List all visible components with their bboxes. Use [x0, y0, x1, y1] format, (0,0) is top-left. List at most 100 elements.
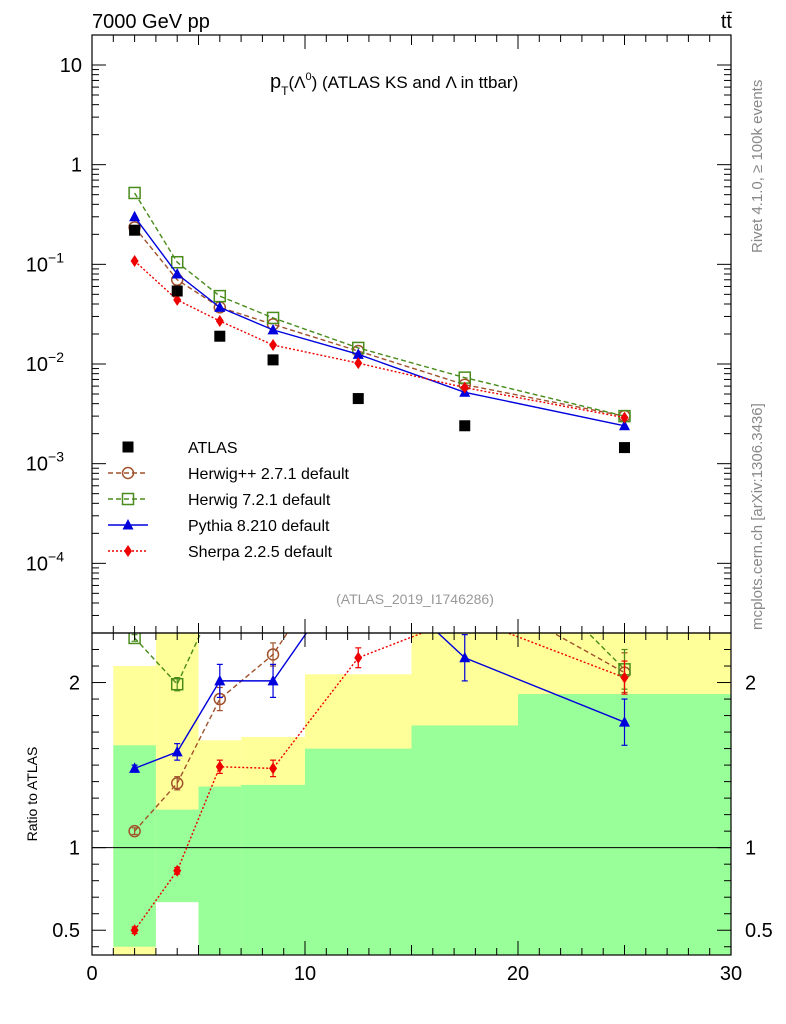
ratio-data-point	[171, 745, 183, 757]
ratio-y-tick-label-right: 1	[745, 838, 756, 860]
legend-marker	[121, 492, 135, 506]
legend-label: Pythia 8.210 default	[188, 518, 330, 535]
ratio-x-tick-label: 0	[86, 963, 97, 985]
main-data-point	[171, 267, 183, 279]
main-y-tick-base: 10	[26, 354, 48, 376]
ratio-data-point	[128, 633, 141, 645]
atlas-data-point	[352, 393, 364, 405]
band-gap	[155, 902, 199, 955]
ratio-data-point	[459, 578, 470, 589]
main-y-tick-base: 10	[26, 553, 48, 575]
main-series-group	[128, 186, 631, 454]
green-band-bin	[198, 786, 242, 955]
ratio-y-tick-label-right: 0.5	[745, 920, 773, 942]
title-subscript: T	[281, 84, 289, 98]
main-series-line	[134, 216, 625, 427]
ratio-data-point	[267, 674, 279, 686]
ratio-data-point	[269, 762, 278, 775]
mcplots-side-label: mcplots.cern.ch [arXiv:1306.3436]	[749, 403, 766, 630]
green-band-bin	[241, 784, 305, 955]
main-y-tick-exponent: −4	[48, 548, 64, 564]
main-data-point	[352, 348, 364, 359]
main-y-tick-label: 10	[60, 55, 82, 77]
title-p: p	[270, 71, 281, 93]
ratio-data-point	[353, 520, 364, 531]
ratio-data-point	[130, 924, 139, 937]
ratio-data-point	[619, 716, 630, 727]
ratio-y-tick-label: 0.5	[52, 920, 80, 942]
ratio-data-point	[461, 610, 469, 622]
ratio-y-tick-label-right: 2	[745, 673, 756, 695]
main-series-line	[134, 226, 625, 417]
ratio-x-tick-label: 30	[720, 963, 742, 985]
main-data-point	[129, 210, 141, 222]
main-data-point	[619, 419, 630, 431]
ratio-data-point	[620, 671, 629, 684]
legend-marker	[121, 466, 135, 480]
atlas-data-point	[459, 420, 471, 432]
legend-label: Herwig 7.2.1 default	[188, 492, 331, 509]
title-superscript: 0	[306, 71, 312, 83]
ratio-data-point	[214, 674, 226, 686]
main-series-line	[134, 192, 625, 417]
header-left-label: 7000 GeV pp	[92, 11, 210, 33]
ratio-series-group	[128, 479, 631, 937]
legend: ATLAS Herwig++ 2.7.1 default Herwig 7.2.1 …	[108, 440, 350, 561]
ratio-data-point	[215, 760, 224, 773]
ratio-data-point	[170, 677, 184, 691]
main-data-point	[128, 186, 141, 200]
legend-marker	[124, 545, 132, 557]
ratio-x-tick-label: 10	[294, 963, 316, 985]
main-y-tick-label: 10−1	[26, 249, 64, 276]
main-data-point	[269, 339, 278, 352]
legend-marker	[122, 519, 134, 530]
main-y-tick-label: 10−3	[26, 449, 64, 476]
ratio-data-point	[170, 777, 184, 790]
main-y-tick-base: 10	[26, 454, 48, 476]
atlas-data-point	[171, 285, 183, 297]
main-data-point	[173, 293, 182, 306]
main-data-point	[354, 357, 363, 370]
header-right-label: tt̄	[721, 11, 733, 33]
legend-label: Herwig++ 2.7.1 default	[188, 466, 350, 483]
ratio-data-point	[173, 864, 182, 877]
main-series-line	[134, 260, 625, 419]
atlas-data-point	[619, 442, 630, 454]
main-data-point	[620, 411, 629, 424]
ratio-data-point	[459, 651, 471, 663]
main-y-tick-label: 1	[71, 155, 82, 177]
ratio-uncertainty-bands	[113, 633, 731, 955]
title-rest: ) (ATLAS KS and Λ in ttbar)	[312, 73, 519, 92]
atlas-data-point	[214, 330, 226, 342]
ratio-data-point	[129, 762, 141, 773]
ratio-data-point	[268, 570, 279, 581]
ratio-y-tick-label: 2	[69, 673, 80, 695]
ratio-data-point	[354, 651, 363, 664]
rivet-side-label: Rivet 4.1.0, ≥ 100k events	[749, 80, 766, 253]
main-data-point	[130, 255, 139, 268]
legend-label: ATLAS	[188, 440, 238, 457]
main-data-point	[267, 323, 279, 335]
legend-marker	[122, 441, 134, 453]
main-data-point	[215, 315, 224, 328]
main-y-tick-base: 10	[26, 254, 48, 276]
title-open: (Λ	[288, 73, 306, 92]
ratio-data-point	[353, 479, 364, 490]
ratio-data-point	[214, 586, 225, 597]
ratio-data-point	[128, 824, 141, 838]
main-y-tick-label: 10−2	[26, 349, 64, 376]
main-y-tick-label: 10−4	[26, 548, 64, 575]
green-band-bin	[113, 745, 156, 947]
ratio-data-point	[459, 504, 470, 515]
green-band-bin	[411, 725, 518, 955]
ratio-data-point	[266, 648, 280, 661]
main-data-point	[266, 311, 280, 325]
main-y-tick-exponent: −2	[48, 349, 64, 365]
ratio-y-tick-label: 1	[69, 838, 80, 860]
ratio-y-axis-label: Ratio to ATLAS	[24, 747, 40, 842]
main-y-tick-exponent: −1	[48, 249, 64, 265]
atlas-data-point	[129, 224, 141, 236]
green-band-bin	[305, 748, 412, 955]
